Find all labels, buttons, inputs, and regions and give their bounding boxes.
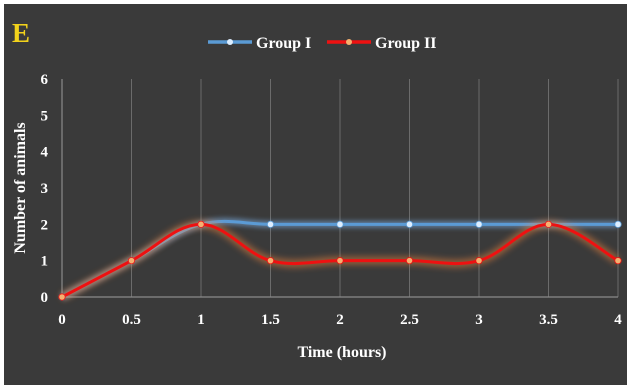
data-point	[475, 220, 483, 228]
panel-label: E	[12, 18, 31, 48]
data-point	[266, 220, 275, 228]
data-point	[58, 293, 66, 301]
chart-area: E 0 1 2 3 4 5 6 0 0.5 1 1.5 2 2.5 3 3.5 4 Group I Group …	[4, 4, 627, 385]
y-axis-title: Number of animals	[12, 122, 29, 253]
x-tick-label: 3.5	[539, 312, 558, 328]
data-points	[58, 220, 622, 301]
x-tick-label: 4	[614, 312, 622, 328]
legend-swatch-marker	[227, 39, 233, 45]
data-point	[127, 257, 136, 265]
data-point	[544, 220, 553, 228]
data-point	[405, 220, 414, 228]
y-tick-label: 5	[41, 108, 49, 124]
data-point	[197, 220, 205, 228]
legend-label: Group I	[256, 35, 311, 52]
y-tick-label: 2	[41, 217, 49, 233]
data-point	[475, 257, 483, 265]
y-tick-label: 0	[41, 290, 49, 306]
data-point	[336, 257, 344, 265]
x-tick-label: 3	[475, 312, 483, 328]
x-tick-label: 1.5	[261, 312, 280, 328]
data-point	[405, 257, 414, 265]
y-tick-label: 6	[41, 72, 49, 88]
data-point	[266, 257, 275, 265]
legend-label: Group II	[375, 35, 437, 52]
tick-labels: 0 1 2 3 4 5 6 0 0.5 1 1.5 2 2.5 3 3.5 4	[41, 72, 623, 328]
y-tick-label: 3	[41, 181, 49, 197]
x-axis-title: Time (hours)	[297, 344, 386, 361]
y-tick-label: 4	[41, 145, 49, 161]
x-tick-label: 2	[336, 312, 344, 328]
x-tick-label: 1	[197, 312, 205, 328]
data-point	[614, 257, 622, 265]
data-point	[336, 220, 344, 228]
x-tick-label: 0	[58, 312, 66, 328]
x-tick-label: 2.5	[400, 312, 419, 328]
legend-swatch-marker	[346, 39, 352, 45]
axes	[61, 79, 618, 298]
line-chart: 0 1 2 3 4 5 6 0 0.5 1 1.5 2 2.5 3 3.5 4 Group I Group II…	[12, 35, 623, 361]
data-point	[614, 220, 622, 228]
grid-lines	[131, 79, 619, 297]
y-tick-label: 1	[41, 254, 49, 270]
legend: Group I Group II	[208, 35, 437, 52]
x-tick-label: 0.5	[122, 312, 141, 328]
